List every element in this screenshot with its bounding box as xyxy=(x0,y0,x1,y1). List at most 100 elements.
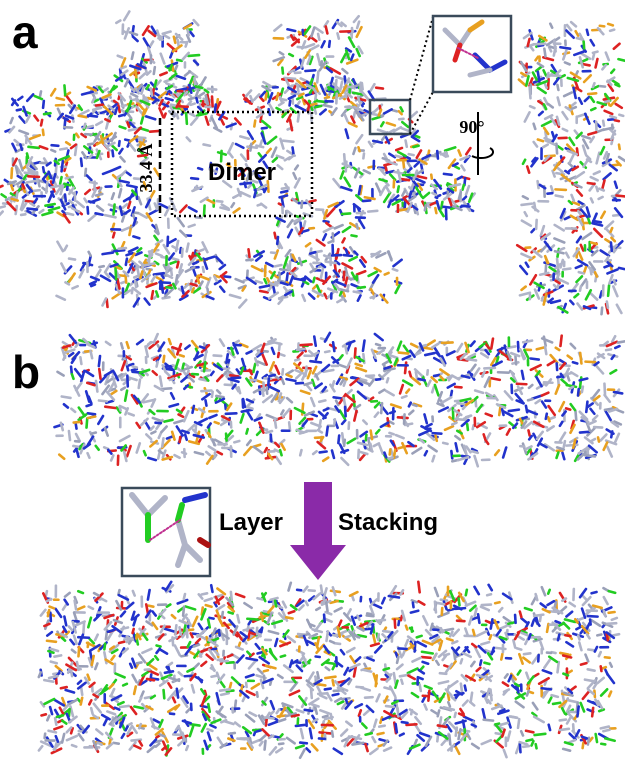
stick xyxy=(177,410,181,413)
stick xyxy=(234,441,239,442)
stick xyxy=(455,436,459,439)
stick xyxy=(174,421,182,423)
stick xyxy=(588,738,589,745)
stick xyxy=(359,186,360,194)
stick xyxy=(132,369,137,370)
stick xyxy=(536,377,541,386)
stick xyxy=(218,659,223,660)
stick xyxy=(297,430,304,433)
stick xyxy=(109,684,113,688)
stick xyxy=(459,598,460,605)
stick xyxy=(486,689,489,699)
stick xyxy=(260,734,267,740)
stick xyxy=(253,364,255,372)
stick xyxy=(466,602,475,606)
stick xyxy=(303,295,305,301)
stick xyxy=(272,348,274,354)
stick xyxy=(194,20,199,25)
stick xyxy=(296,106,305,111)
stick xyxy=(619,115,623,116)
stick xyxy=(222,448,231,449)
stick xyxy=(378,733,384,734)
stick xyxy=(425,686,432,689)
stick xyxy=(597,678,603,683)
stick xyxy=(487,594,491,595)
stick xyxy=(591,293,598,299)
stick xyxy=(104,652,106,663)
stick xyxy=(163,297,170,298)
stick xyxy=(99,266,103,267)
stick xyxy=(593,52,598,53)
stick xyxy=(481,642,489,644)
stick xyxy=(45,699,55,704)
stick xyxy=(400,734,404,736)
stick xyxy=(558,662,559,672)
stick xyxy=(365,197,375,199)
stick xyxy=(111,391,116,394)
stick xyxy=(313,451,316,454)
stick xyxy=(301,344,312,345)
stick xyxy=(166,287,171,288)
stick xyxy=(576,730,579,736)
stick xyxy=(286,379,295,381)
stick xyxy=(467,734,470,739)
stick xyxy=(326,631,328,641)
stick xyxy=(170,637,177,641)
stick xyxy=(601,250,609,255)
stick xyxy=(206,605,212,607)
stick xyxy=(605,738,614,740)
stick xyxy=(45,734,46,738)
stick xyxy=(389,596,399,597)
stick xyxy=(467,359,476,360)
stick xyxy=(455,713,456,717)
stick xyxy=(184,385,188,388)
stick xyxy=(472,644,476,647)
stick xyxy=(522,221,531,226)
stick xyxy=(609,692,611,697)
stick xyxy=(371,84,375,91)
stick xyxy=(271,711,274,714)
stick xyxy=(266,666,275,668)
stick xyxy=(153,623,157,629)
stick xyxy=(44,624,49,626)
stick xyxy=(401,107,403,111)
stick xyxy=(521,254,531,258)
stick xyxy=(122,105,126,106)
stick xyxy=(588,183,595,184)
stick xyxy=(334,749,342,754)
stick xyxy=(526,731,533,733)
stick xyxy=(204,362,205,371)
stick xyxy=(394,450,395,458)
stick xyxy=(305,70,315,71)
stick xyxy=(615,434,619,443)
stick xyxy=(609,591,615,593)
stick xyxy=(122,58,125,66)
stick xyxy=(105,428,108,436)
stick xyxy=(423,662,429,664)
stick xyxy=(260,286,269,288)
stick xyxy=(185,72,190,76)
stick xyxy=(103,253,113,255)
stick xyxy=(298,353,303,358)
stick xyxy=(164,114,165,118)
stick xyxy=(39,746,42,750)
stick xyxy=(87,176,91,180)
stick xyxy=(147,85,149,89)
stick xyxy=(544,660,550,668)
stick xyxy=(524,653,530,654)
stick xyxy=(99,400,107,401)
stick xyxy=(168,683,171,687)
stick xyxy=(603,121,604,126)
stick xyxy=(151,88,152,95)
stick xyxy=(347,285,348,290)
stick xyxy=(122,228,129,231)
stick xyxy=(403,161,404,168)
stick xyxy=(188,55,199,56)
stick xyxy=(115,108,117,114)
stick xyxy=(50,707,52,714)
stick xyxy=(354,292,361,293)
stick xyxy=(351,664,360,668)
stick xyxy=(321,61,322,65)
stick xyxy=(133,366,137,367)
stick xyxy=(9,127,14,132)
